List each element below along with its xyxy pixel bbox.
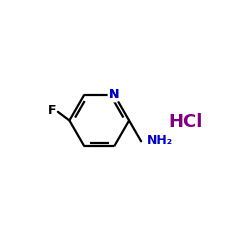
Text: F: F xyxy=(48,104,57,117)
Text: HCl: HCl xyxy=(169,114,203,132)
Text: N: N xyxy=(109,88,119,101)
Text: N: N xyxy=(109,88,119,101)
Text: NH₂: NH₂ xyxy=(147,134,174,147)
